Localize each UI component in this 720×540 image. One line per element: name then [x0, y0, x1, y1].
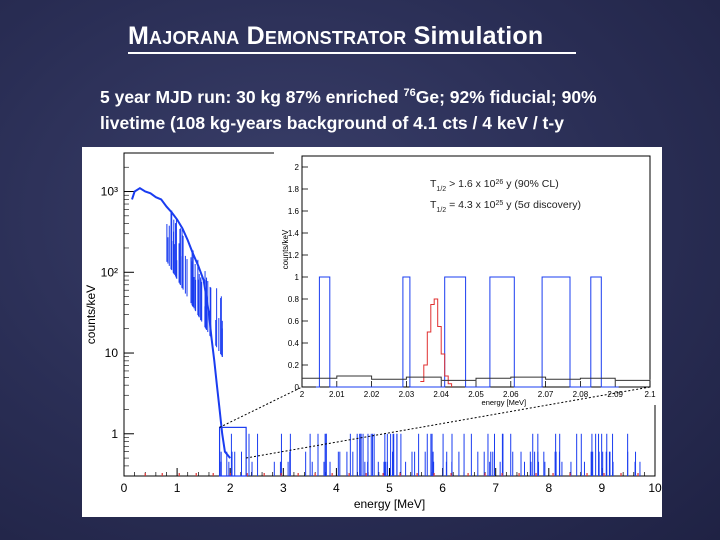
inset-x-tick-label: 2 — [300, 390, 305, 399]
y-tick-label: 10 — [105, 346, 119, 360]
inset-x-tick-label: 2.07 — [538, 390, 554, 399]
connector-right — [246, 386, 651, 459]
inset-x-tick-label: 2.05 — [468, 390, 484, 399]
inset-y-tick-label: 0.4 — [288, 339, 300, 348]
inset-y-tick-label: 1.8 — [288, 185, 300, 194]
inset-y-tick-label: 1.6 — [288, 207, 300, 216]
annotation-part: 25 — [495, 200, 503, 207]
inset-x-tick-label: 2.01 — [329, 390, 345, 399]
x-tick-label: 5 — [386, 481, 393, 495]
title-cap-2: D — [246, 22, 265, 50]
x-tick-label: 6 — [439, 481, 446, 495]
y-tick-label: 1 — [111, 427, 118, 441]
inset-y-tick-label: 0.8 — [288, 295, 300, 304]
subtitle-line1-b: Ge; 92% fiducial; 90% — [415, 86, 597, 107]
inset-y-tick-label: 1 — [295, 273, 300, 282]
inset-series-1 — [420, 298, 453, 387]
subtitle-line-1: 5 year MJD run: 30 kg 87% enriched 76Ge;… — [100, 80, 700, 110]
slide-title: MAJORANA DEMONSTRATOR Simulation — [128, 22, 543, 51]
inset-series-2 — [302, 375, 651, 381]
inset-x-tick-label: 2.08 — [573, 390, 589, 399]
x-tick-label: 8 — [545, 481, 552, 495]
inset-y-tick-label: 1.4 — [288, 229, 300, 238]
annotation-part: y (90% CL) — [503, 178, 558, 190]
inset-y-tick-label: 0.6 — [288, 317, 300, 326]
inset-series-0 — [315, 276, 619, 388]
inset-x-tick-label: 2.1 — [644, 390, 656, 399]
slide-subtitle: 5 year MJD run: 30 kg 87% enriched 76Ge;… — [100, 80, 700, 136]
annotation-part: T — [430, 178, 437, 190]
inset-annotation-1: T1/2 > 1.6 x 1026 y (90% CL) — [430, 178, 559, 193]
x-tick-label: 2 — [227, 481, 234, 495]
inset-x-tick-label: 2.02 — [364, 390, 380, 399]
annotation-part: > 1.6 x 10 — [446, 178, 495, 190]
y-tick-label: 10² — [101, 265, 118, 279]
y-axis-label: counts/keV — [84, 285, 98, 344]
title-rest-1: AJORANA — [149, 28, 240, 48]
x-tick-label: 1 — [174, 481, 181, 495]
x-axis-label: energy [MeV] — [354, 497, 425, 511]
connector-left — [219, 386, 303, 428]
annotation-part: 1/2 — [436, 186, 446, 193]
annotation-part: T — [430, 199, 437, 211]
inset-y-tick-label: 0.2 — [288, 361, 300, 370]
annotation-part: = 4.3 x 10 — [446, 199, 495, 211]
title-underline — [128, 52, 576, 54]
x-tick-label: 0 — [121, 481, 128, 495]
subtitle-line1-a: 5 year MJD run: 30 kg 87% enriched — [100, 86, 404, 107]
main-series-line — [131, 187, 231, 459]
inset-y-tick-label: 1.2 — [288, 251, 300, 260]
title-word-3: Simulation — [413, 22, 544, 50]
x-tick-label: 4 — [333, 481, 340, 495]
inset-x-tick-label: 2.04 — [433, 390, 449, 399]
title-cap-1: M — [128, 22, 150, 50]
annotation-part: 26 — [495, 179, 503, 186]
inset-y-axis-label: counts/keV — [281, 229, 290, 269]
x-tick-label: 7 — [492, 481, 499, 495]
x-tick-label: 3 — [280, 481, 287, 495]
inset-x-tick-label: 2.09 — [607, 390, 623, 399]
inset-x-axis-label: energy [MeV] — [482, 398, 527, 407]
annotation-part: 1/2 — [436, 207, 446, 214]
annotation-part: y (5σ discovery) — [503, 199, 581, 211]
inset-y-tick-label: 2 — [295, 163, 300, 172]
inset-x-tick-label: 2.03 — [399, 390, 415, 399]
plot-panel: 0 1 2 3 4 5 6 7 8 9 10 energy [MeV] 1 10 10² 10³ counts/… — [82, 147, 662, 517]
y-tick-label: 10³ — [101, 185, 118, 199]
title-rest-2: EMONSTRATOR — [264, 28, 407, 48]
subtitle-line1-sup: 76 — [403, 87, 416, 99]
zoom-region-box — [218, 426, 247, 477]
x-tick-label: 9 — [599, 481, 606, 495]
subtitle-line-2: livetime (108 kg-years background of 4.1… — [100, 112, 564, 133]
inset-annotation-2: T1/2 = 4.3 x 1025 y (5σ discovery) — [430, 199, 581, 214]
inset-x-tick-label: 2.06 — [503, 390, 519, 399]
inset-y-tick-label: 0 — [295, 383, 300, 392]
x-tick-label: 10 — [648, 481, 662, 495]
